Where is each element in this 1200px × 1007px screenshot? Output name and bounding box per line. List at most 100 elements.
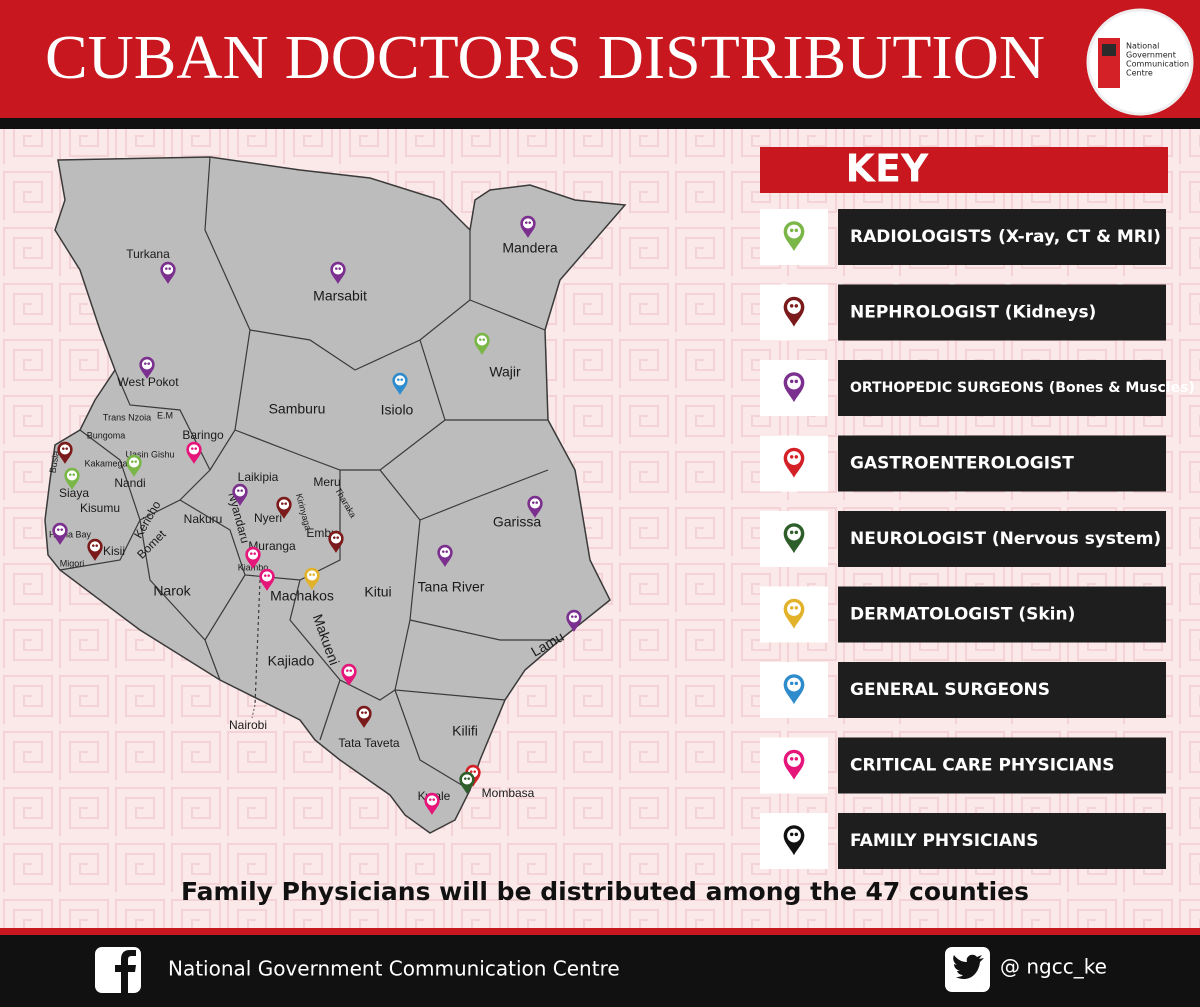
pin-face (426, 795, 438, 806)
pin (520, 215, 536, 238)
pin-face (278, 499, 290, 510)
pin (527, 495, 543, 518)
pin-face (787, 602, 801, 616)
key-bar (838, 737, 1166, 794)
pin (783, 523, 805, 554)
twitter-icon[interactable] (945, 947, 990, 992)
key-label: CRITICAL CARE PHYSICIANS (850, 756, 1114, 776)
pin (783, 372, 805, 403)
pin-dot (281, 502, 284, 505)
pin (57, 441, 73, 464)
pin-dot (65, 447, 68, 450)
county-label: Kitui (364, 584, 391, 600)
pin-dot (237, 489, 240, 492)
facebook-icon[interactable] (95, 947, 141, 993)
pin-dot (470, 770, 473, 773)
pin-dot (194, 447, 197, 450)
pin-face (568, 612, 580, 623)
pin-dot (95, 544, 98, 547)
pin-face (461, 774, 473, 785)
logo-text: National (1126, 42, 1159, 51)
key-label: NEUROLOGIST (Nervous system) (850, 529, 1161, 549)
county-label: Turkana (126, 247, 170, 261)
pin (276, 496, 292, 519)
pin-face (306, 570, 318, 581)
pin-dot (445, 550, 448, 553)
pin-dot (191, 447, 194, 450)
pin-dot (364, 711, 367, 714)
footer-line (0, 928, 1200, 935)
title: CUBAN DOCTORS DISTRIBUTION (45, 24, 1045, 92)
county-label: Busia (48, 450, 62, 474)
county-label: Isiolo (381, 402, 414, 418)
key-bar (838, 511, 1166, 567)
pin (783, 296, 805, 327)
county-label: Laikipia (238, 470, 279, 484)
twitter-handle[interactable]: @ ngcc_ke (1000, 955, 1107, 979)
pin-dot (789, 228, 794, 233)
pin-dot (464, 777, 467, 780)
pin-face (787, 526, 801, 541)
key-title: KEY (846, 147, 929, 191)
pin-face (358, 708, 370, 719)
pin-face (343, 666, 355, 677)
pin-dot (794, 228, 799, 233)
county-label: Nyeri (254, 511, 282, 525)
county-label: Nakuru (184, 512, 223, 526)
pin-face (141, 359, 153, 370)
pin-face (247, 549, 259, 560)
pin-dot (333, 536, 336, 539)
pin-dot (794, 681, 799, 686)
county-label: Tana River (418, 579, 485, 595)
pin-dot (794, 832, 799, 837)
pin-dot (574, 615, 577, 618)
pin (186, 441, 202, 464)
key-label: NEPHROLOGIST (Kidneys) (850, 303, 1096, 323)
county-label: Kisumu (80, 501, 120, 515)
county-label: Kilifi (452, 723, 478, 739)
pin-dot (789, 304, 794, 308)
pin-dot (309, 573, 312, 576)
county-label: Samburu (269, 401, 326, 417)
pin (126, 454, 142, 477)
key-label: FAMILY PHYSICIANS (850, 831, 1038, 851)
pin-dot (528, 221, 531, 224)
pin-dot (144, 362, 147, 365)
county-label: Marsabit (313, 288, 367, 304)
pin-dot (789, 757, 794, 761)
county-label: Siaya (59, 486, 89, 500)
facebook-handle[interactable]: National Government Communication Centre (168, 957, 620, 981)
pin-dot (432, 798, 435, 801)
key-bar (838, 435, 1166, 492)
pin-dot (789, 379, 794, 384)
pin (356, 705, 372, 728)
pin-face (787, 677, 801, 692)
pin (341, 663, 357, 686)
pin (259, 568, 275, 591)
pin-dot (789, 530, 794, 535)
pin-face (522, 218, 534, 229)
key-label: RADIOLOGISTS (X-ray, CT & MRI) (850, 227, 1161, 247)
pin-dot (264, 574, 267, 577)
county-label: Narok (153, 583, 191, 599)
pin-dot (532, 501, 535, 504)
pin (474, 332, 490, 355)
pin-dot (442, 550, 445, 553)
county-label: Garissa (493, 514, 541, 530)
county-label: Kakamega (84, 458, 127, 468)
pin (52, 522, 68, 545)
pin-dot (72, 473, 75, 476)
pin-dot (134, 460, 137, 463)
pin-dot (794, 304, 799, 308)
pin-dot (482, 338, 485, 341)
pin-dot (789, 455, 794, 459)
county-label: Uasin Gishu (125, 449, 174, 459)
pin-dot (794, 455, 799, 459)
pin-dot (267, 574, 270, 577)
pin (304, 567, 320, 590)
pin (566, 609, 582, 632)
pin-face (89, 541, 101, 552)
county-label: Meru (313, 475, 340, 489)
pin-dot (147, 362, 150, 365)
county-label: Migori (60, 558, 85, 568)
